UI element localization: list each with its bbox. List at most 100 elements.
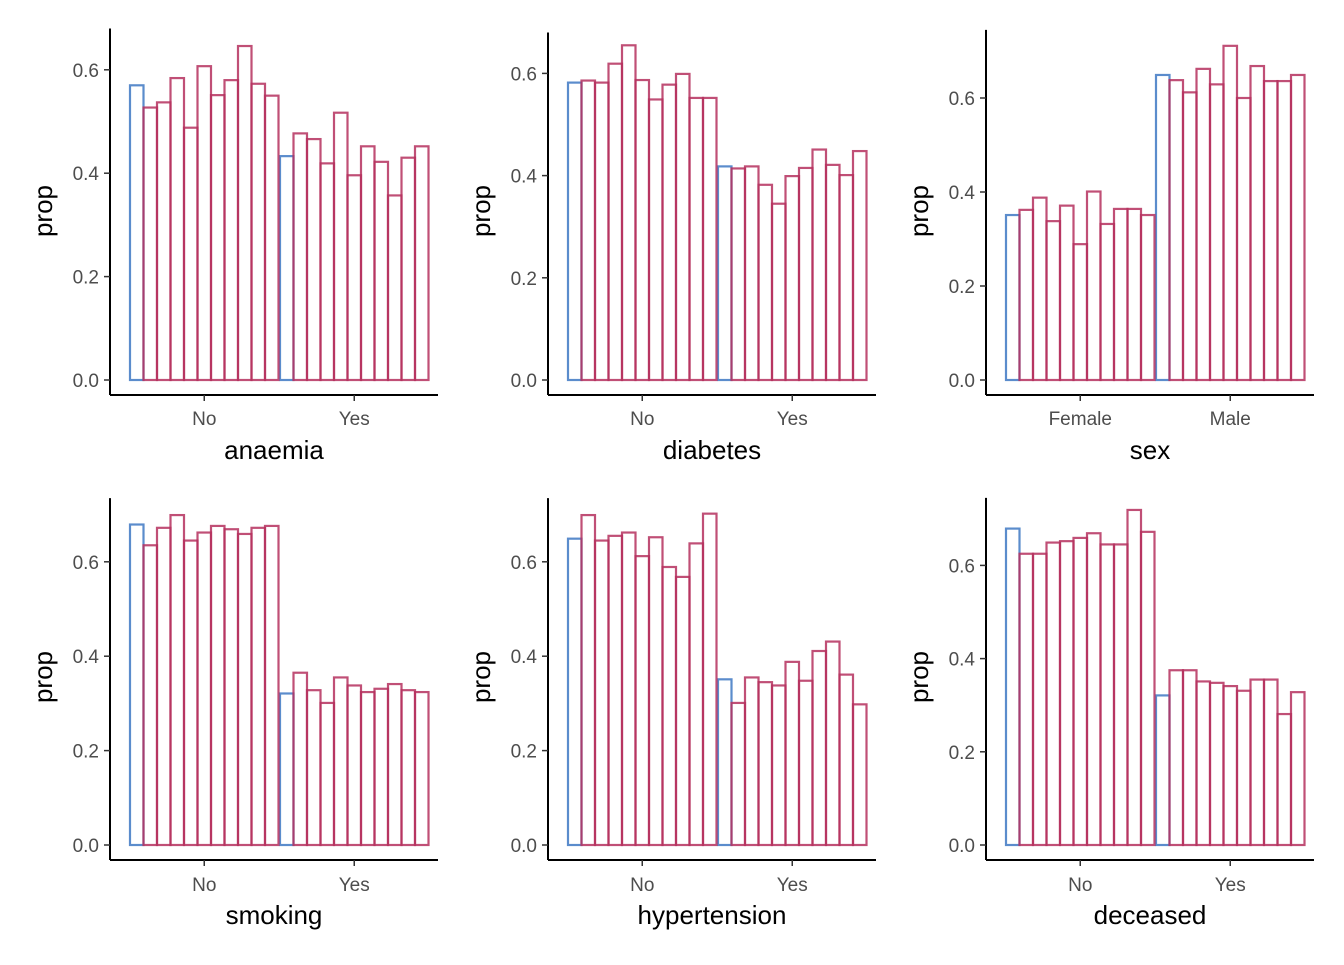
bar-replicate-3-no (169, 76, 186, 382)
bar-replicate-5-no (196, 531, 213, 847)
bar-replicate-6-female (1085, 190, 1102, 382)
bar-replicate-10-yes (413, 145, 430, 382)
bar-replicate-7-female (1099, 222, 1116, 382)
y-tick-label: 0.6 (73, 553, 99, 574)
bar-replicate-2-yes (305, 137, 322, 382)
chart-panel-smoking: 0.0 0.2 0.4 0.6 No Yes smoking prop (28, 498, 438, 930)
x-tick-label: Yes (777, 409, 808, 430)
bar-replicate-4-no (1058, 540, 1075, 847)
bar-observed-no (566, 81, 583, 382)
y-tick-label: 0.4 (73, 647, 100, 668)
y-tick-label: 0.4 (511, 647, 538, 668)
bar-replicate-10-no (701, 512, 718, 847)
y-axis-title: prop (904, 185, 934, 237)
bar-replicate-9-no (1126, 508, 1143, 847)
y-axis-title: prop (466, 185, 496, 237)
chart-panel-deceased: 0.0 0.2 0.4 0.6 No Yes deceased prop (904, 497, 1314, 930)
bar-replicate-9-no (688, 542, 705, 847)
bar-replicate-1-no (142, 544, 159, 847)
bar-replicate-8-yes (824, 640, 841, 847)
bar-replicate-3-yes (319, 162, 336, 382)
y-tick-label: 0.0 (511, 836, 537, 857)
y-axis-title: prop (28, 185, 58, 237)
bar-replicate-2-yes (1181, 669, 1198, 847)
bar-replicate-2-no (1031, 552, 1048, 847)
chart-panel-hypertension: 0.0 0.2 0.4 0.6 No Yes hypertension prop (466, 498, 876, 930)
x-tick-label: Yes (339, 875, 370, 896)
bar-replicate-8-no (236, 532, 253, 847)
chart-panel-sex: 0.0 0.2 0.4 0.6 Female Male sex prop (904, 29, 1314, 465)
bar-replicate-4-no (620, 44, 637, 382)
bar-replicate-5-no (634, 78, 651, 382)
bar-replicate-1-yes (730, 167, 747, 382)
bar-replicate-7-yes (811, 649, 828, 847)
bar-replicate-8-no (1112, 543, 1129, 847)
bar-replicate-1-no (580, 513, 597, 847)
bar-replicate-1-female (1018, 208, 1035, 382)
bar-replicate-5-yes (784, 660, 801, 847)
bar-observed-yes (1154, 694, 1171, 847)
bar-replicate-7-yes (373, 687, 390, 847)
bar-replicate-9-yes (1276, 712, 1293, 847)
bar-replicate-4-female (1058, 204, 1075, 382)
chart-panel-anaemia: 0.0 0.2 0.4 0.6 No Yes anaemia prop (28, 28, 438, 465)
y-tick-label: 0.6 (949, 556, 975, 577)
x-tick-label: No (192, 875, 216, 896)
bar-replicate-10-yes (851, 703, 868, 847)
y-tick-label: 0.0 (949, 836, 975, 857)
bar-replicate-6-no (209, 524, 226, 847)
bar-replicate-8-yes (1262, 678, 1279, 847)
bar-replicate-9-yes (838, 673, 855, 847)
bar-replicate-9-male (1276, 79, 1293, 382)
bar-replicate-6-yes (797, 679, 814, 847)
bar-replicate-7-yes (811, 148, 828, 382)
bar-replicate-7-no (661, 565, 678, 847)
bar-replicate-7-yes (373, 160, 390, 382)
bar-replicate-5-yes (1222, 684, 1239, 847)
y-tick-label: 0.0 (73, 371, 99, 392)
x-axis-title: hypertension (638, 900, 787, 930)
y-axis-title: prop (466, 651, 496, 703)
bar-replicate-2-no (155, 526, 172, 847)
bar-replicate-3-female (1045, 220, 1062, 382)
bar-replicate-7-no (223, 528, 240, 847)
bar-replicate-5-no (634, 555, 651, 847)
y-tick-label: 0.2 (949, 277, 975, 298)
x-axis-title: smoking (226, 900, 323, 930)
bar-replicate-3-no (607, 534, 624, 847)
bar-replicate-1-yes (292, 132, 309, 382)
bar-replicate-9-no (688, 96, 705, 382)
bar-replicate-6-no (647, 98, 664, 382)
y-tick-label: 0.4 (511, 167, 538, 188)
x-axis-title: sex (1130, 435, 1170, 465)
bar-replicate-3-no (169, 513, 186, 847)
bar-replicate-4-male (1208, 83, 1225, 382)
bar-replicate-3-yes (1195, 680, 1212, 847)
x-tick-label: No (192, 409, 216, 430)
bar-replicate-6-no (647, 536, 664, 847)
bar-replicate-1-no (580, 79, 597, 382)
y-tick-label: 0.6 (511, 64, 537, 85)
bar-observed-male (1154, 73, 1171, 382)
bar-observed-yes (278, 692, 295, 847)
bar-replicate-9-no (250, 526, 267, 847)
bar-replicate-5-yes (346, 684, 363, 847)
bar-replicate-10-yes (851, 149, 868, 382)
bar-replicate-2-male (1181, 91, 1198, 382)
bar-replicate-7-no (223, 79, 240, 382)
bar-replicate-7-yes (1249, 678, 1266, 847)
y-tick-label: 0.2 (73, 742, 99, 763)
bar-replicate-2-no (593, 81, 610, 382)
bar-observed-yes (716, 678, 733, 847)
bar-replicate-1-no (142, 106, 159, 382)
bar-replicate-7-male (1249, 64, 1266, 382)
x-tick-label: Yes (777, 875, 808, 896)
bar-replicate-3-male (1195, 67, 1212, 382)
bar-replicate-10-yes (1289, 691, 1306, 847)
bar-observed-no (566, 537, 583, 847)
bar-replicate-3-yes (757, 681, 774, 847)
bar-replicate-4-yes (332, 676, 349, 847)
bar-observed-no (1004, 527, 1021, 847)
y-tick-label: 0.4 (73, 164, 100, 185)
